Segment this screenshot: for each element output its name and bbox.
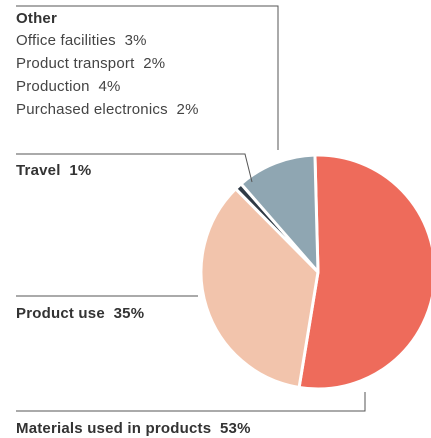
other-item-electronics: Purchased electronics 2% [16,101,199,118]
other-item-transport-name: Product transport [16,55,135,72]
other-item-electronics-value: 2% [176,101,199,118]
other-item-transport: Product transport 2% [16,55,165,72]
product-use-label-name: Product use [16,305,105,322]
materials-label-name: Materials used in products [16,420,212,437]
pie-slices [199,153,431,391]
travel-label-name: Travel [16,162,61,179]
other-item-production-value: 4% [98,78,121,95]
product-use-label-value: 35% [113,305,145,322]
materials-label-value: 53% [220,420,251,437]
pie-slice-other [239,153,320,274]
travel-leader [16,153,253,183]
leader-lines [16,5,366,412]
other-item-electronics-name: Purchased electronics [16,101,168,118]
other-item-office-value: 3% [124,32,147,49]
other-item-office-name: Office facilities [16,32,116,49]
travel-label-value: 1% [69,162,92,179]
pie-slice-product-use [199,187,320,389]
product-use-label: Product use 35% [16,305,144,322]
other-item-transport-value: 2% [143,55,166,72]
other-item-production-name: Production [16,78,90,95]
materials-leader [16,392,366,412]
travel-label: Travel 1% [16,162,91,179]
pie-slice-materials-used-in-products [297,153,431,391]
other-item-office: Office facilities 3% [16,32,147,49]
other-item-production: Production 4% [16,78,121,95]
materials-label: Materials used in products 53% [16,420,251,437]
other-leader [16,5,279,150]
other-title: Other [16,10,58,27]
